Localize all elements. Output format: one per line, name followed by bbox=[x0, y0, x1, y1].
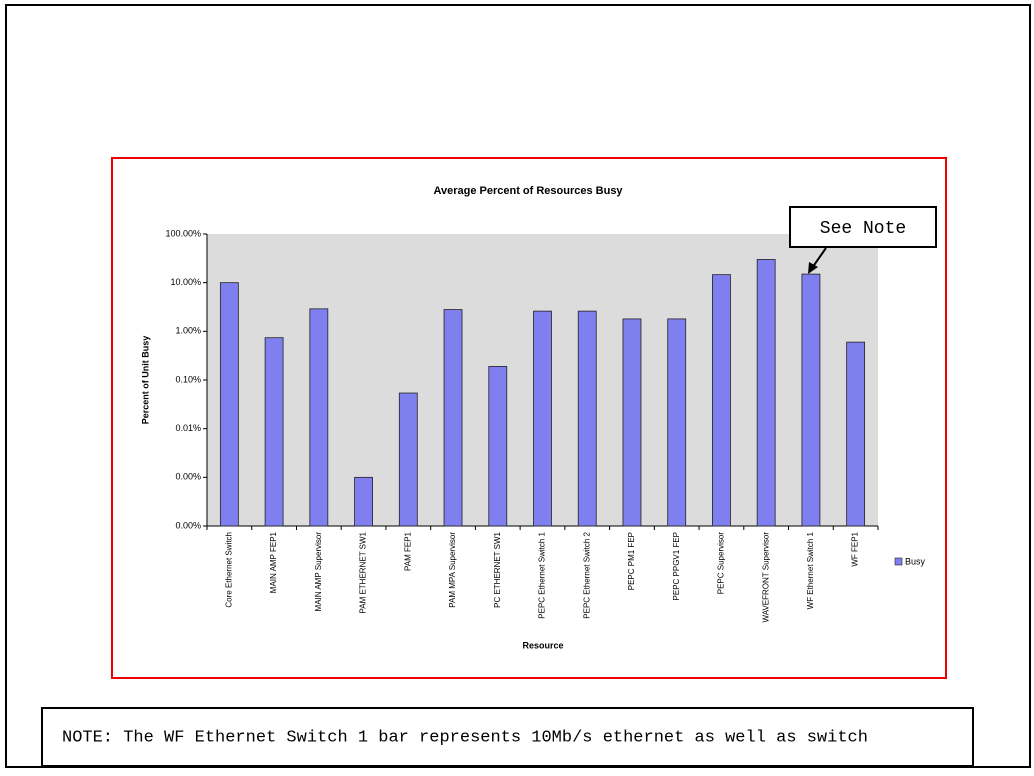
bar bbox=[712, 274, 731, 527]
bar bbox=[533, 310, 552, 527]
x-tick-label: PEPC Ethernet Switch 1 bbox=[538, 531, 547, 618]
legend-swatch bbox=[894, 557, 903, 566]
bar bbox=[309, 308, 329, 527]
y-tick-label: 0.00% bbox=[175, 520, 201, 530]
annotation-arrow bbox=[811, 247, 827, 269]
y-tick-label: 0.10% bbox=[175, 374, 201, 384]
annotation-box bbox=[789, 206, 937, 248]
x-tick-label: PC ETHERNET SW1 bbox=[493, 531, 502, 607]
y-tick-label: 100.00% bbox=[165, 228, 201, 238]
note-box bbox=[41, 707, 974, 767]
arrow-head bbox=[808, 262, 818, 274]
x-tick-label: PEPC Ethernet Switch 2 bbox=[582, 531, 591, 618]
annotation: See Note bbox=[820, 219, 906, 239]
note-text: NOTE: The WF Ethernet Switch 1 bar repre… bbox=[62, 728, 868, 747]
x-tick-label: MAIN AMP Supervisor bbox=[314, 532, 323, 612]
bar bbox=[219, 282, 239, 527]
bar bbox=[264, 337, 284, 527]
x-tick-label: WF FEP1 bbox=[851, 531, 860, 566]
x-tick-label: PAM ETHERNET SW1 bbox=[359, 531, 368, 613]
chart-title: Average Percent of Resources Busy bbox=[433, 185, 623, 197]
bar bbox=[667, 318, 687, 527]
x-tick-label: PEPC Supervisor bbox=[717, 532, 726, 595]
y-tick-label: 0.01% bbox=[175, 423, 201, 433]
bar bbox=[354, 476, 373, 527]
y-axis-label: Percent of Unit Busy bbox=[140, 336, 150, 425]
bar bbox=[398, 392, 418, 527]
x-tick-label: PEPC PPGV1 FEP bbox=[672, 532, 681, 600]
y-tick-label: 1.00% bbox=[175, 326, 201, 336]
bar bbox=[622, 318, 642, 527]
legend-label: Busy bbox=[905, 556, 926, 566]
bar bbox=[577, 310, 597, 527]
bar bbox=[801, 273, 821, 527]
x-tick-label: PEPC PM1 FEP bbox=[627, 532, 636, 590]
x-tick-label: WAVEFRONT Supervisor bbox=[761, 532, 770, 623]
y-tick-label: 10.00% bbox=[170, 277, 201, 287]
x-tick-label: PAM FEP1 bbox=[403, 531, 412, 571]
bar bbox=[756, 259, 776, 527]
y-tick-label: 0.00% bbox=[175, 472, 201, 482]
bar bbox=[846, 341, 866, 527]
x-tick-label: WF Ethernet Switch 1 bbox=[806, 531, 815, 609]
bar bbox=[443, 309, 463, 527]
bar bbox=[488, 366, 508, 527]
x-axis-label: Resource bbox=[522, 640, 563, 650]
x-tick-label: MAIN AMP FEP1 bbox=[269, 531, 278, 593]
x-tick-label: PAM MPA Supervisor bbox=[448, 532, 457, 608]
x-tick-label: Core Ethernet Switch bbox=[224, 532, 233, 608]
